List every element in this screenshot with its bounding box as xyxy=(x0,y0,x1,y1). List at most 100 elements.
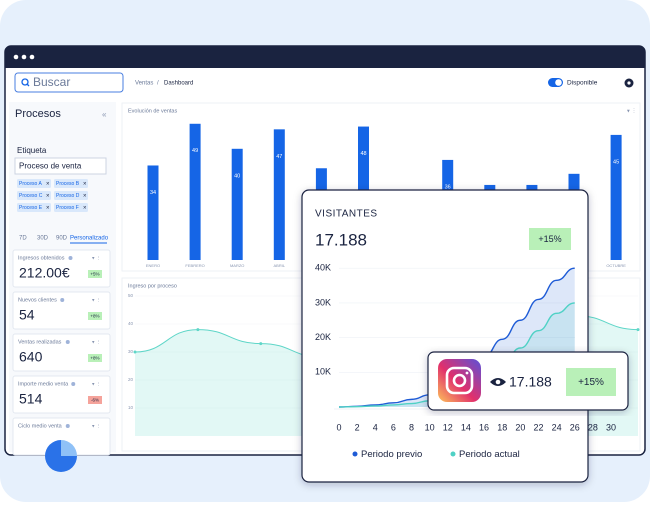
kpi-card xyxy=(12,249,111,288)
kpi-badge-text: +8% xyxy=(90,313,99,318)
legend-swatch xyxy=(352,451,358,457)
tag-remove: × xyxy=(46,193,50,199)
breadcrumb-separator: / xyxy=(157,81,159,87)
tag-label: Proceso F xyxy=(56,205,79,211)
legend-swatch xyxy=(450,451,456,457)
kpi-menu: ▾ ⋮ xyxy=(92,423,101,429)
x-tick-label: 6 xyxy=(391,422,396,432)
instagram-icon xyxy=(445,366,474,395)
bar xyxy=(273,129,285,260)
kpi-badge-text: -6% xyxy=(91,397,99,402)
info-icon xyxy=(71,382,76,386)
x-tick-label: 30 xyxy=(606,422,616,432)
kpi-label: Nuevos clientes xyxy=(18,297,57,303)
point xyxy=(133,350,137,354)
kpi-menu: ▾ ⋮ xyxy=(92,381,101,387)
tag-remove: × xyxy=(83,181,87,187)
card-total: 17.188 xyxy=(315,230,367,249)
kpi-label: Ventas realizadas xyxy=(18,339,62,345)
tag-label: Proceso A xyxy=(19,181,42,187)
kpi-menu: ▾ ⋮ xyxy=(92,255,101,261)
kpi-badge-text: +5% xyxy=(90,271,99,276)
card-title: VISITANTES xyxy=(315,209,378,220)
window-dot xyxy=(29,54,35,60)
info-icon xyxy=(60,298,65,302)
x-tick-label: 12 xyxy=(443,422,453,432)
search-icon xyxy=(21,78,29,86)
x-tick-label: 4 xyxy=(373,422,378,432)
sidebar-title: Procesos xyxy=(15,108,61,120)
status: Disponible xyxy=(567,80,598,87)
x-tick-label: 26 xyxy=(570,422,580,432)
bar-label: 49 xyxy=(192,148,198,154)
instagram-icon xyxy=(465,371,469,375)
collapse-icon[interactable]: « xyxy=(102,110,107,119)
kpi-badge-text: +8% xyxy=(90,355,99,360)
x-tick-label: 20 xyxy=(515,422,525,432)
x-tick-label: 24 xyxy=(552,422,562,432)
pie xyxy=(61,440,77,456)
x-tick-label: FEBRERO xyxy=(185,263,204,268)
x-tick-label: ABRIL xyxy=(274,263,286,268)
bar-label: 40 xyxy=(234,173,240,179)
text-input[interactable] xyxy=(14,157,107,175)
x-tick-label: ENERO xyxy=(146,263,160,268)
x-tick-label: 14 xyxy=(461,422,471,432)
tag-label: Proceso D xyxy=(56,193,80,199)
y-tick-label: 50 xyxy=(128,293,134,298)
tag[interactable] xyxy=(54,203,88,212)
tag[interactable] xyxy=(17,203,51,212)
kpi-label: Importe medio venta xyxy=(18,381,69,387)
kpi-value: 54 xyxy=(19,307,35,323)
y-tick-label: 10 xyxy=(128,405,134,410)
period-tab[interactable]: Personalizado xyxy=(70,236,109,242)
x-tick-label: 16 xyxy=(479,422,489,432)
tag[interactable] xyxy=(54,191,88,200)
legend-label: Periodo previo xyxy=(361,449,422,460)
point xyxy=(196,328,200,332)
x-tick-label: MARZO xyxy=(230,263,244,268)
y-tick-label: 10K xyxy=(315,367,331,377)
period-tab[interactable]: 90D xyxy=(56,236,68,242)
tag[interactable] xyxy=(17,179,51,188)
kpi-badge xyxy=(88,312,102,320)
kpi-menu: ▾ ⋮ xyxy=(92,339,101,345)
bar xyxy=(189,123,201,260)
y-tick-label: 40 xyxy=(128,321,134,326)
x-tick-label: 18 xyxy=(497,422,507,432)
toggle-knob xyxy=(555,79,562,86)
kpi-value: 514 xyxy=(19,391,43,407)
point xyxy=(636,328,640,332)
bar-label: 45 xyxy=(613,159,619,165)
kpi-badge xyxy=(88,270,102,278)
kpi-label: Ciclo medio venta xyxy=(18,423,63,429)
panel-title: Evolución de ventas xyxy=(128,108,177,114)
kpi-value: 212.00€ xyxy=(19,265,70,281)
kpi-badge xyxy=(88,396,102,404)
kpi-value: 640 xyxy=(19,349,43,365)
breadcrumb: Dashboard xyxy=(164,81,193,87)
change-badge xyxy=(566,368,616,396)
bar xyxy=(147,165,159,260)
info-icon xyxy=(68,256,73,260)
panel-menu[interactable]: ▾ ⋮ xyxy=(627,108,637,114)
settings-icon xyxy=(627,81,631,85)
tag-remove: × xyxy=(83,193,87,199)
period-tab[interactable]: 7D xyxy=(19,236,27,242)
period-tab[interactable]: 30D xyxy=(37,236,49,242)
pie xyxy=(45,440,77,472)
kpi-badge xyxy=(88,354,102,362)
tag-label: Proceso C xyxy=(19,193,43,199)
tag[interactable] xyxy=(54,179,88,188)
field-label: Etiqueta xyxy=(17,146,47,155)
change-badge xyxy=(529,228,571,250)
breadcrumb[interactable]: Ventas xyxy=(135,81,153,87)
tag-remove: × xyxy=(46,205,50,211)
tag-remove: × xyxy=(83,205,87,211)
instagram-icon xyxy=(438,359,481,402)
x-tick-label: 10 xyxy=(425,422,435,432)
tag[interactable] xyxy=(17,191,51,200)
search-box[interactable] xyxy=(14,72,124,93)
instagram-icon xyxy=(452,373,467,388)
